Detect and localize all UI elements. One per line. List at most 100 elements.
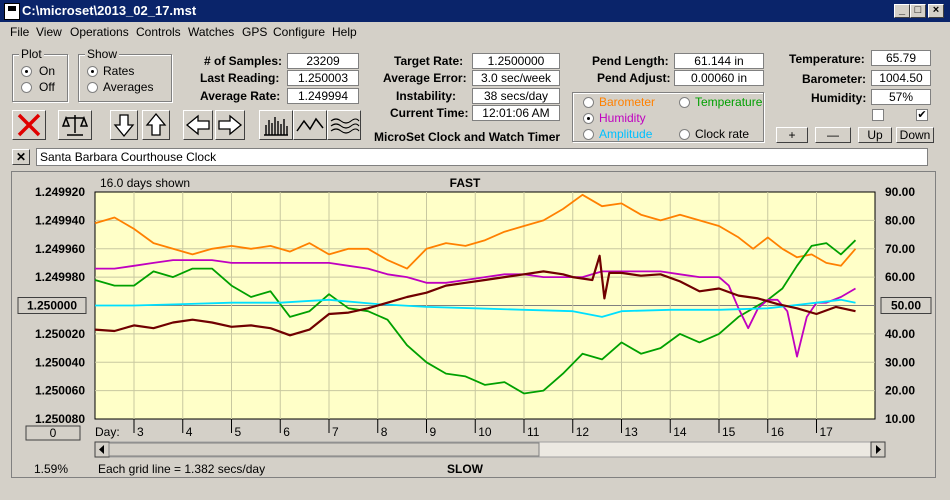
percent-label: 1.59% bbox=[34, 462, 68, 476]
instability-label: Instability: bbox=[396, 89, 457, 103]
left-tick-label: 1.249920 bbox=[35, 185, 85, 199]
center-rate-box bbox=[17, 297, 87, 314]
wave-graph-icon bbox=[330, 118, 360, 134]
plot-on-radio[interactable] bbox=[21, 66, 32, 77]
show-rates-radio[interactable] bbox=[87, 66, 98, 77]
up-button[interactable]: Up bbox=[858, 127, 892, 143]
temperature-radio[interactable] bbox=[679, 97, 690, 108]
x-tick-label: 13 bbox=[625, 425, 639, 439]
close-button[interactable]: × bbox=[928, 4, 944, 18]
menu-gps[interactable]: GPS bbox=[242, 25, 268, 39]
minimize-button[interactable]: _ bbox=[894, 4, 910, 18]
move-up-button[interactable] bbox=[142, 110, 170, 140]
humidity-label: Humidity: bbox=[811, 91, 867, 105]
menu-operations[interactable]: Operations bbox=[70, 25, 129, 39]
x-tick-label: 6 bbox=[283, 425, 290, 439]
menu-configure[interactable]: Configure bbox=[273, 25, 326, 39]
right-tick-label: 70.00 bbox=[885, 242, 915, 256]
barometer-radio[interactable] bbox=[583, 97, 594, 108]
last-reading-field: 1.250003 bbox=[287, 70, 359, 86]
clock-name-field[interactable]: Santa Barbara Courthouse Clock bbox=[36, 148, 928, 166]
arrow-down-icon bbox=[113, 114, 135, 138]
right-tick-label: 10.00 bbox=[885, 412, 915, 426]
show-group: Show Rates Averages bbox=[78, 47, 172, 102]
avg-error-label: Average Error: bbox=[383, 71, 467, 85]
menu-controls[interactable]: Controls bbox=[136, 25, 181, 39]
avg-error-field: 3.0 sec/week bbox=[472, 70, 560, 86]
x-tick-label: 10 bbox=[478, 425, 492, 439]
show-averages-label: Averages bbox=[103, 80, 154, 94]
right-tick-label: 60.00 bbox=[885, 270, 915, 284]
zero-button bbox=[25, 425, 81, 441]
plus-button[interactable]: + bbox=[776, 127, 808, 143]
right-tick-label: 80.00 bbox=[885, 213, 915, 227]
temperature-field: 65.79 bbox=[871, 50, 931, 66]
histogram-icon bbox=[264, 117, 288, 136]
move-down-button[interactable] bbox=[110, 110, 138, 140]
last-reading-label: Last Reading: bbox=[200, 71, 280, 85]
histogram-button[interactable] bbox=[259, 110, 293, 140]
arrow-left-icon bbox=[185, 114, 210, 136]
scroll-left-icon bbox=[99, 445, 104, 454]
chart-panel: 3 4 5 6 7 8 9 10 11 12 13 14 15 16 17 Day: 1.249920 1.249… bbox=[11, 171, 936, 478]
clear-clock-button[interactable]: ✕ bbox=[12, 149, 30, 165]
title-bar: C:\microset\2013_02_17.mst _ □ × bbox=[0, 0, 950, 22]
day-label: Day: bbox=[95, 425, 120, 439]
plot-group-label: Plot bbox=[19, 47, 44, 61]
balance-button[interactable] bbox=[58, 110, 92, 140]
x-tick-label: 12 bbox=[576, 425, 590, 439]
temperature-label: Temperature: bbox=[789, 52, 865, 66]
line-graph-button[interactable] bbox=[293, 110, 327, 140]
sensor-select-group: Barometer Temperature Humidity Amplitude… bbox=[572, 92, 764, 142]
fast-label: FAST bbox=[450, 176, 481, 190]
series-line-humidity bbox=[95, 259, 856, 358]
left-tick-label: 1.250040 bbox=[35, 355, 85, 369]
left-tick-label: 1.250080 bbox=[35, 412, 85, 426]
menu-view[interactable]: View bbox=[36, 25, 62, 39]
scales-icon bbox=[61, 115, 89, 136]
amplitude-option-label: Amplitude bbox=[599, 127, 653, 141]
menu-watches[interactable]: Watches bbox=[188, 25, 235, 39]
wave-graph-button[interactable] bbox=[327, 110, 361, 140]
series-line-temperature bbox=[94, 239, 857, 395]
plot-off-radio[interactable] bbox=[21, 82, 32, 93]
menu-help[interactable]: Help bbox=[332, 25, 357, 39]
target-rate-field[interactable]: 1.2500000 bbox=[472, 53, 560, 69]
down-button[interactable]: Down bbox=[896, 127, 934, 143]
show-averages-radio[interactable] bbox=[87, 82, 98, 93]
pend-length-label: Pend Length: bbox=[592, 54, 669, 68]
plot-group: Plot On Off bbox=[12, 47, 68, 102]
right-tick-label: 90.00 bbox=[885, 185, 915, 199]
x-tick-label: 8 bbox=[381, 425, 388, 439]
x-tick-label: 5 bbox=[235, 425, 242, 439]
barometer-option-label: Barometer bbox=[599, 95, 656, 109]
amplitude-radio[interactable] bbox=[583, 129, 594, 140]
clock-rate-radio[interactable] bbox=[679, 129, 690, 140]
avg-rate-label: Average Rate: bbox=[200, 89, 281, 103]
app-caption: MicroSet Clock and Watch Timer bbox=[374, 130, 561, 144]
scroll-thumb bbox=[108, 442, 540, 457]
arrow-right-icon bbox=[218, 114, 243, 136]
instability-field: 38 secs/day bbox=[472, 88, 560, 104]
samples-label: # of Samples: bbox=[204, 54, 283, 68]
left-tick-label: 1.250060 bbox=[35, 384, 85, 398]
current-time-field: 12:01:06 AM bbox=[472, 105, 560, 121]
stop-button[interactable] bbox=[12, 110, 46, 140]
minus-button[interactable]: — bbox=[815, 127, 851, 143]
barometer-field: 1004.50 bbox=[871, 70, 931, 86]
pend-length-field[interactable]: 61.144 in bbox=[674, 53, 764, 69]
right-tick-label: 30.00 bbox=[885, 355, 915, 369]
option-checkbox-2[interactable]: ✔ bbox=[916, 109, 928, 121]
app-icon[interactable] bbox=[4, 3, 20, 20]
move-left-button[interactable] bbox=[183, 110, 213, 140]
red-x-icon bbox=[17, 113, 41, 137]
humidity-radio[interactable] bbox=[583, 113, 594, 124]
clock-rate-option-label: Clock rate bbox=[695, 127, 750, 141]
menu-file[interactable]: File bbox=[10, 25, 30, 39]
x-tick-label: 15 bbox=[722, 425, 736, 439]
maximize-button[interactable]: □ bbox=[910, 4, 926, 18]
move-right-button[interactable] bbox=[215, 110, 245, 140]
series-line-barometer bbox=[94, 193, 857, 270]
option-checkbox-1[interactable] bbox=[872, 109, 884, 121]
x-tick-label: 9 bbox=[430, 425, 437, 439]
